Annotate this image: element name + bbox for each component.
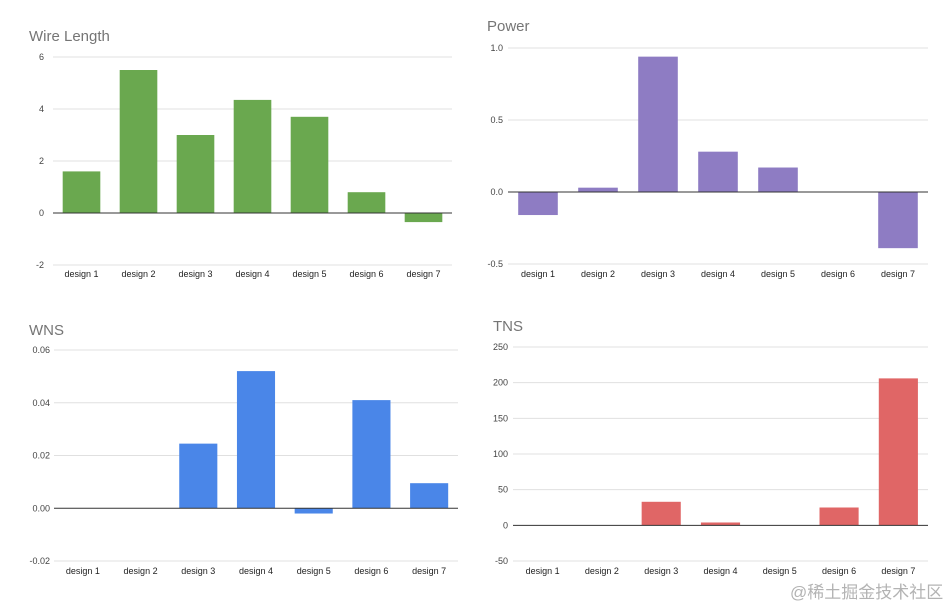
x-tick-label: design 4 xyxy=(703,566,737,576)
x-tick-label: design 7 xyxy=(881,566,915,576)
x-tick-label: design 5 xyxy=(763,566,797,576)
x-tick-label: design 4 xyxy=(239,566,273,576)
x-tick-label: design 2 xyxy=(581,269,615,279)
x-tick-label: design 7 xyxy=(412,566,446,576)
bar-design-4 xyxy=(700,522,741,526)
y-tick-label: -50 xyxy=(495,556,508,566)
y-tick-label: 4 xyxy=(39,104,44,114)
bar-design-7 xyxy=(878,378,918,526)
wire-length-chart: Wire Length -2 0 2 4 6 design 1 design 2 design … xyxy=(29,28,452,279)
y-tick-label: -2 xyxy=(36,260,44,270)
x-tick-label: design 5 xyxy=(292,269,326,279)
x-tick-label: design 6 xyxy=(821,269,855,279)
y-tick-label: 6 xyxy=(39,52,44,62)
y-tick-label: 0.5 xyxy=(490,115,503,125)
bar-design-3 xyxy=(179,443,218,509)
power-chart: Power -0.5 0.0 0.5 1.0 design 1 design 2 design… xyxy=(487,18,928,279)
y-tick-label: 0.0 xyxy=(490,187,503,197)
x-tick-label: design 7 xyxy=(881,269,915,279)
chart-title: Wire Length xyxy=(29,28,110,45)
y-tick-label: 0.00 xyxy=(32,503,50,513)
y-tick-label: 0 xyxy=(39,208,44,218)
bar-design-6 xyxy=(347,192,386,213)
bar-design-3 xyxy=(176,135,215,213)
x-tick-label: design 1 xyxy=(66,566,100,576)
x-tick-label: design 5 xyxy=(761,269,795,279)
y-tick-label: 1.0 xyxy=(490,43,503,53)
x-tick-label: design 7 xyxy=(406,269,440,279)
chart-title: TNS xyxy=(493,318,523,335)
wns-chart: WNS -0.02 0.00 0.02 0.04 0.06 design 1 design 2… xyxy=(29,322,458,576)
x-tick-label: design 4 xyxy=(235,269,269,279)
x-tick-label: design 3 xyxy=(178,269,212,279)
x-tick-label: design 1 xyxy=(64,269,98,279)
y-tick-label: 100 xyxy=(493,449,508,459)
bar-design-7 xyxy=(878,192,918,249)
chart-title: Power xyxy=(487,18,530,35)
bar-design-2 xyxy=(119,70,158,213)
y-tick-label: -0.02 xyxy=(29,556,50,566)
x-tick-label: design 6 xyxy=(354,566,388,576)
x-tick-label: design 3 xyxy=(181,566,215,576)
bar-design-3 xyxy=(638,56,678,192)
x-tick-label: design 3 xyxy=(641,269,675,279)
bar-design-2 xyxy=(578,187,618,192)
bar-design-4 xyxy=(236,371,276,509)
y-tick-label: 0 xyxy=(503,520,508,530)
x-tick-label: design 2 xyxy=(121,269,155,279)
bar-design-4 xyxy=(698,151,738,192)
bar-design-5 xyxy=(758,167,798,192)
x-tick-label: design 1 xyxy=(521,269,555,279)
x-tick-label: design 5 xyxy=(297,566,331,576)
watermark: @稀土掘金技术社区 xyxy=(790,583,943,602)
bar-design-4 xyxy=(233,99,272,213)
bar-design-1 xyxy=(518,192,558,216)
x-tick-label: design 3 xyxy=(644,566,678,576)
y-tick-label: 0.02 xyxy=(32,451,50,461)
y-tick-label: 150 xyxy=(493,413,508,423)
y-tick-label: 200 xyxy=(493,378,508,388)
y-tick-label: -0.5 xyxy=(487,259,503,269)
x-tick-label: design 6 xyxy=(349,269,383,279)
bar-design-7 xyxy=(410,483,449,509)
bar-design-3 xyxy=(641,501,681,526)
bar-design-1 xyxy=(62,171,101,213)
bar-design-7 xyxy=(404,213,443,223)
x-tick-label: design 2 xyxy=(124,566,158,576)
bar-design-6 xyxy=(352,400,391,509)
x-tick-label: design 4 xyxy=(701,269,735,279)
bar-design-6 xyxy=(819,507,859,526)
y-tick-label: 250 xyxy=(493,342,508,352)
x-tick-label: design 6 xyxy=(822,566,856,576)
tns-chart: TNS -50 0 50 100 150 200 250 design 1 design 2 des… xyxy=(493,318,928,576)
bar-design-5 xyxy=(294,508,333,514)
y-tick-label: 0.04 xyxy=(32,398,50,408)
y-tick-label: 50 xyxy=(498,485,508,495)
x-tick-label: design 1 xyxy=(526,566,560,576)
bar-design-5 xyxy=(290,116,329,213)
chart-title: WNS xyxy=(29,322,64,339)
y-tick-label: 0.06 xyxy=(32,345,50,355)
y-tick-label: 2 xyxy=(39,156,44,166)
x-tick-label: design 2 xyxy=(585,566,619,576)
